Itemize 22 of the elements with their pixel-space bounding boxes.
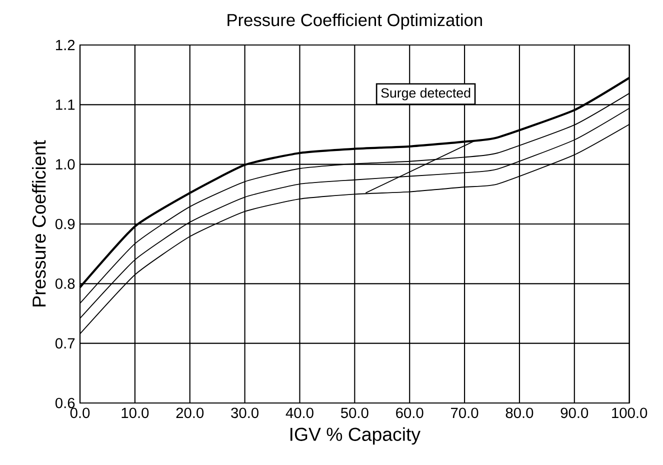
x-tick-label: 10.0 xyxy=(122,408,149,418)
y-axis-title: Pressure Coefficient xyxy=(32,140,46,306)
x-tick-label: 40.0 xyxy=(286,408,314,418)
x-tick-label: 20.0 xyxy=(176,408,204,418)
x-tick-label: 90.0 xyxy=(560,408,588,418)
x-tick-label: 50.0 xyxy=(340,408,368,418)
y-tick-label: 0.9 xyxy=(55,218,75,230)
annotation: Surge detected xyxy=(381,88,470,100)
x-tick-label: 30.0 xyxy=(231,408,258,418)
y-tick-label: 0.8 xyxy=(55,278,75,289)
x-axis-title: IGV % Capacity xyxy=(290,427,420,445)
x-tick-label: 100.0 xyxy=(612,408,648,418)
y-tick-label: 0.7 xyxy=(55,338,75,349)
y-tick-label: 1.1 xyxy=(56,100,75,110)
x-tick-label: 70.0 xyxy=(451,408,478,418)
y-tick-label: 0.6 xyxy=(55,398,75,408)
y-tick-label: 1.2 xyxy=(56,40,75,50)
y-tick-label: 1.0 xyxy=(56,159,75,170)
x-tick-label: 0.0 xyxy=(70,408,90,418)
x-tick-label: 60.0 xyxy=(396,408,424,418)
x-tick-label: 80.0 xyxy=(506,408,534,418)
chart-title: Pressure Coefficient Optimization xyxy=(228,13,482,30)
